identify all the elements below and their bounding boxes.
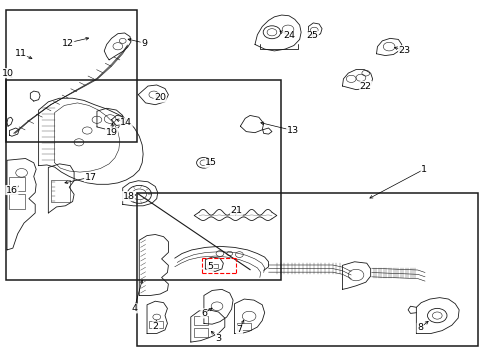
- Bar: [6, 10, 137, 142]
- Text: 5: 5: [207, 262, 213, 271]
- Text: 4: 4: [131, 304, 137, 313]
- Text: 2: 2: [152, 322, 159, 331]
- Text: 11: 11: [15, 49, 26, 58]
- Bar: [9, 194, 25, 209]
- Text: 24: 24: [283, 31, 294, 40]
- Text: 17: 17: [84, 173, 97, 182]
- Text: 9: 9: [141, 39, 147, 48]
- Text: 23: 23: [398, 46, 410, 55]
- Bar: [237, 323, 250, 330]
- Text: 8: 8: [416, 323, 423, 332]
- Text: 19: 19: [105, 128, 117, 137]
- Text: 7: 7: [236, 325, 242, 334]
- Text: 12: 12: [61, 39, 74, 48]
- Text: 20: 20: [154, 93, 166, 102]
- Text: 15: 15: [205, 158, 217, 167]
- Text: 21: 21: [230, 206, 242, 215]
- Text: 14: 14: [120, 118, 132, 127]
- Bar: [207, 264, 218, 268]
- Bar: [194, 328, 207, 337]
- Text: 16: 16: [6, 185, 18, 194]
- Text: 1: 1: [420, 165, 426, 174]
- Bar: [6, 80, 280, 280]
- Text: 3: 3: [215, 334, 221, 343]
- Text: 18: 18: [122, 192, 134, 201]
- Bar: [137, 193, 477, 346]
- Bar: [9, 177, 25, 192]
- Bar: [194, 316, 207, 325]
- Text: 6: 6: [201, 309, 206, 318]
- Text: 10: 10: [2, 69, 14, 78]
- Text: 25: 25: [305, 31, 318, 40]
- Bar: [51, 180, 70, 202]
- Text: 13: 13: [286, 126, 298, 135]
- Text: 22: 22: [359, 82, 371, 91]
- Bar: [149, 321, 163, 328]
